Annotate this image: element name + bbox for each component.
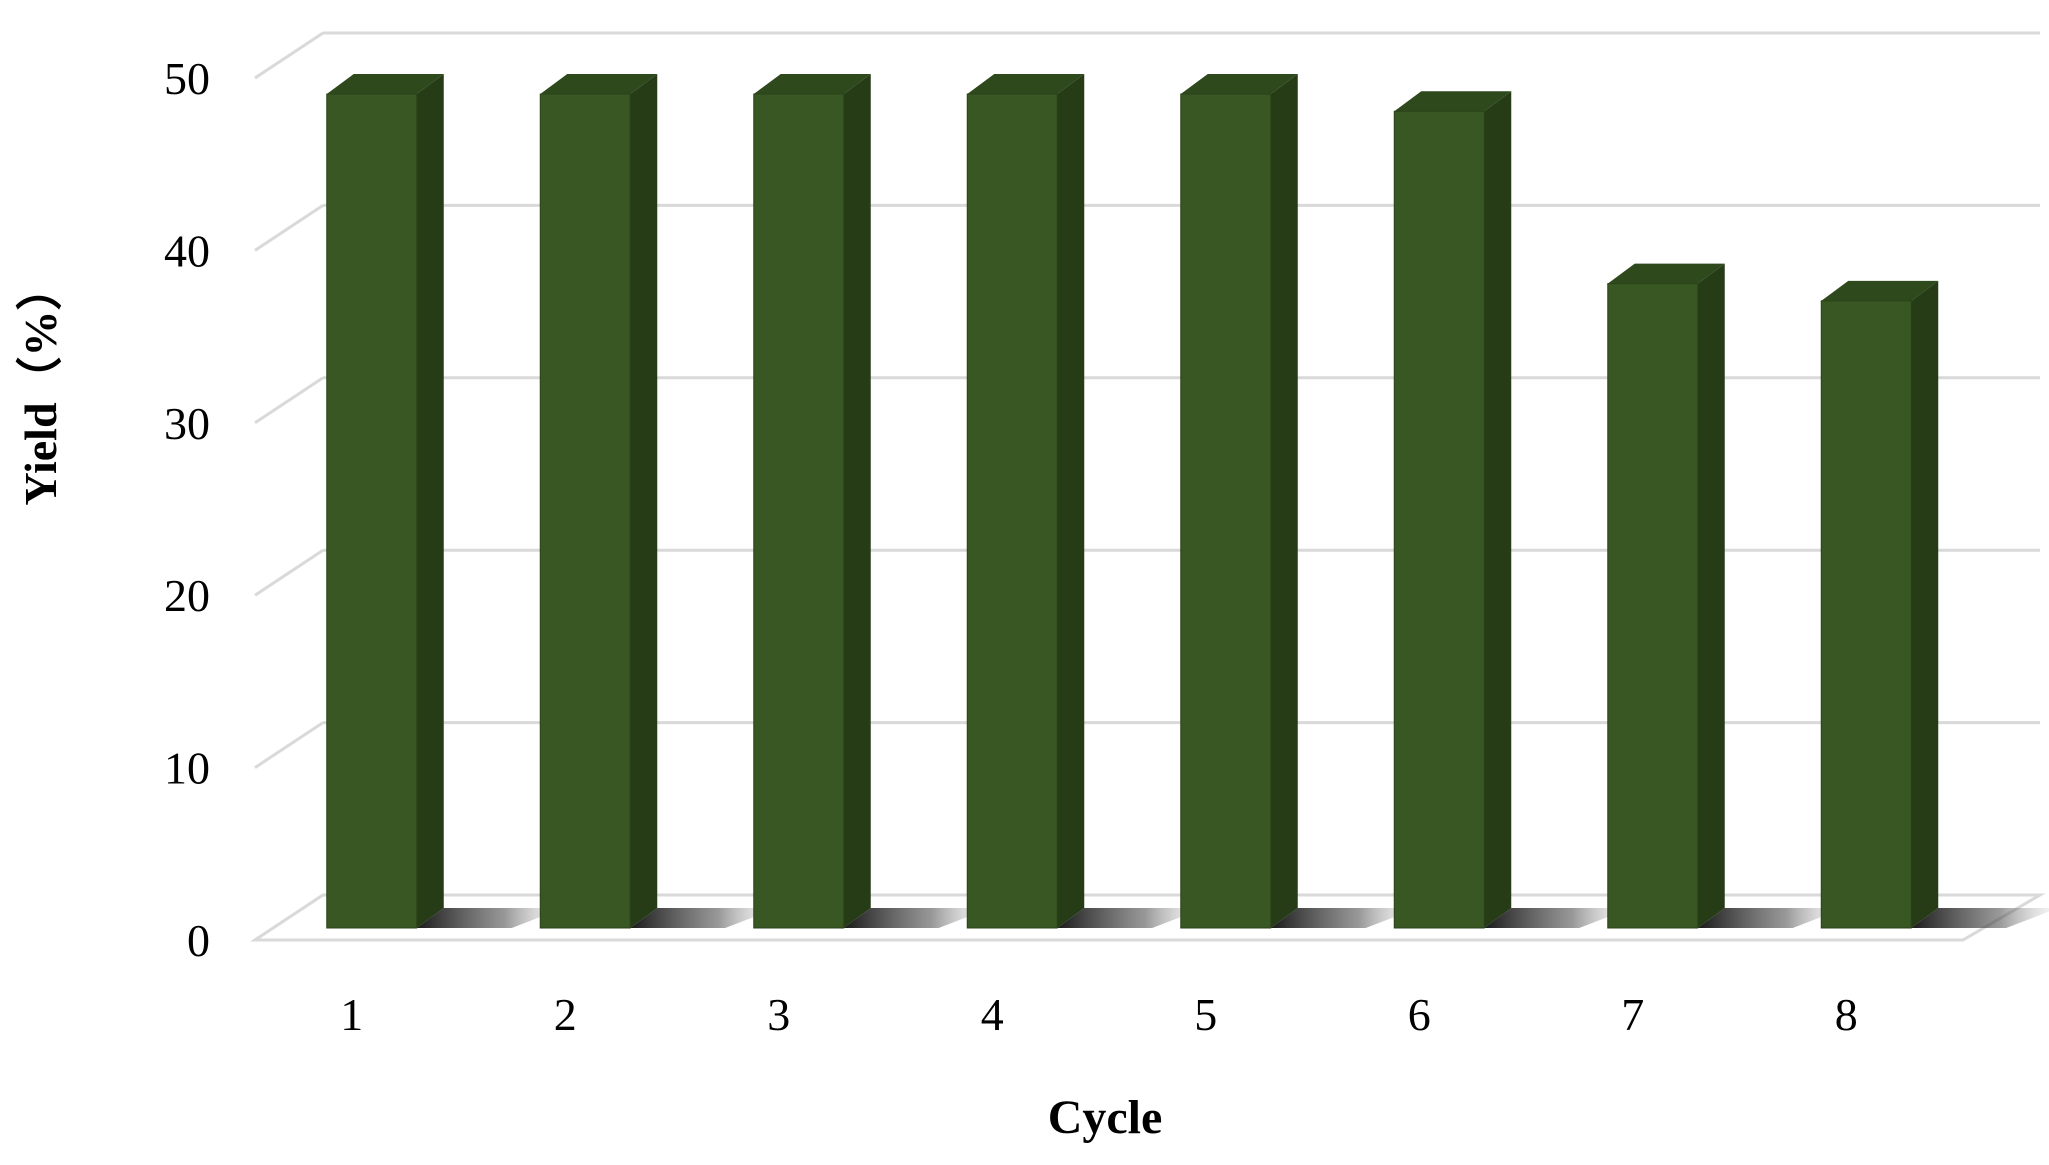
x-axis-ticks: 1 2 3 4 5 6 7 8 — [340, 989, 1858, 1040]
bar-side — [416, 74, 444, 928]
bar-shadow — [416, 908, 564, 928]
bar-top — [967, 74, 1085, 94]
bar-shadow — [1057, 908, 1205, 928]
bar — [539, 93, 631, 929]
bar-top — [1821, 280, 1939, 301]
bars — [326, 74, 2049, 929]
x-tick-label: 2 — [554, 989, 577, 1040]
bar-top — [326, 74, 444, 94]
x-tick-label: 6 — [1408, 989, 1431, 1040]
y-tick-label: 0 — [187, 915, 210, 966]
y-tick-label: 40 — [164, 225, 210, 276]
bar-shadow — [1270, 908, 1418, 928]
bar — [1607, 283, 1699, 929]
gridline-side — [254, 376, 324, 425]
bar-top — [1394, 91, 1512, 112]
y-axis-label: Yield（%） — [15, 264, 66, 505]
bar-top — [1607, 263, 1725, 284]
bar-top — [1180, 74, 1298, 94]
x-tick-label: 1 — [340, 989, 363, 1040]
bar — [326, 93, 418, 929]
x-tick-label: 4 — [981, 989, 1004, 1040]
gridline-side — [254, 31, 324, 80]
bar-shadow — [843, 908, 991, 928]
x-tick-label: 8 — [1835, 989, 1858, 1040]
y-tick-label: 50 — [164, 53, 210, 104]
y-tick-label: 10 — [164, 743, 210, 794]
bar-side — [843, 74, 871, 928]
bar-shadow — [1911, 908, 2049, 928]
bar-side — [1911, 280, 1939, 928]
bar-side — [1697, 263, 1725, 928]
y-tick-label: 30 — [164, 398, 210, 449]
x-tick-label: 3 — [767, 989, 790, 1040]
x-tick-label: 7 — [1621, 989, 1644, 1040]
x-axis-label: Cycle — [1048, 1091, 1163, 1144]
bar-side — [630, 74, 658, 928]
bar-shadow — [1484, 908, 1632, 928]
gridlines — [254, 31, 2040, 942]
bar-side — [1057, 74, 1085, 928]
bar — [1180, 93, 1272, 929]
bar — [1820, 300, 1912, 929]
bar-side — [1484, 91, 1512, 929]
y-axis-ticks: 0 10 20 30 40 50 — [164, 53, 210, 966]
bar-side — [1270, 74, 1298, 928]
y-tick-label: 20 — [164, 570, 210, 621]
bar — [966, 93, 1058, 929]
bar — [1393, 110, 1485, 929]
bar — [753, 93, 845, 929]
bar-shadow — [630, 908, 778, 928]
x-tick-label: 5 — [1194, 989, 1217, 1040]
gridline-side — [254, 548, 324, 597]
bar-top — [540, 74, 658, 94]
bar-top — [753, 74, 871, 94]
gridline-side — [254, 721, 324, 769]
bar-shadow — [1697, 908, 1845, 928]
gridline-side — [254, 204, 324, 252]
